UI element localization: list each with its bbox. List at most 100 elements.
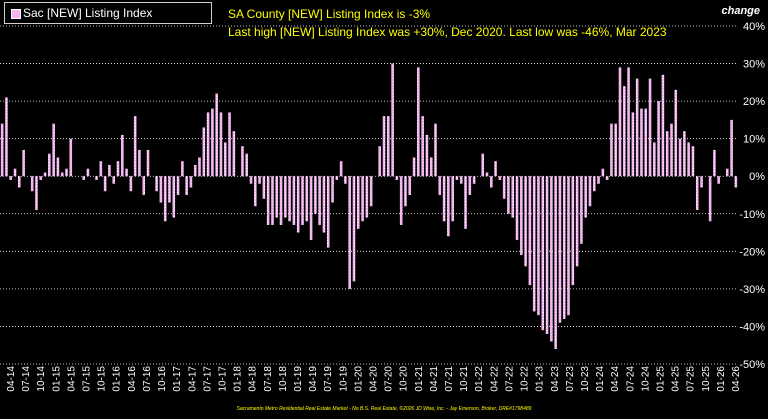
bar	[176, 176, 180, 195]
x-tick-label: 04-22	[489, 366, 500, 392]
x-tick-label: 07-24	[625, 366, 636, 392]
x-tick-label: 10-16	[157, 366, 168, 392]
bar	[314, 176, 317, 214]
x-tick-label: 04-15	[66, 366, 77, 392]
bar	[202, 127, 206, 177]
bar	[601, 168, 605, 177]
bar	[610, 123, 613, 177]
bar	[468, 176, 472, 195]
x-tick-label: 10-22	[520, 366, 531, 392]
bar	[352, 176, 356, 282]
headline-high-low: Last high [NEW] Listing Index was +30%, …	[228, 25, 667, 39]
bar	[249, 176, 253, 184]
bar	[133, 116, 137, 177]
bar	[335, 176, 339, 180]
bar	[412, 157, 416, 177]
bar	[442, 176, 446, 222]
x-tick-label: 10-14	[36, 366, 47, 392]
bar	[644, 108, 648, 177]
bar	[356, 176, 360, 229]
x-tick-label: 01-25	[655, 366, 666, 392]
x-tick-label: 04-19	[308, 366, 319, 392]
x-tick-label: 10-24	[640, 366, 651, 392]
bar	[472, 176, 476, 184]
headline-current: SA County [NEW] Listing Index is -3%	[228, 7, 431, 21]
bar	[490, 176, 493, 188]
y-tick-label: -50%	[739, 359, 765, 371]
bar	[275, 176, 279, 218]
bar	[326, 176, 330, 248]
bar	[13, 168, 17, 177]
bar	[292, 176, 296, 226]
bar	[60, 172, 64, 177]
bar	[348, 176, 351, 289]
bar	[605, 176, 609, 180]
bar	[35, 176, 38, 211]
bar	[262, 176, 266, 199]
bar	[395, 176, 399, 180]
bar	[507, 176, 510, 214]
bar	[266, 176, 270, 226]
bar	[734, 176, 738, 188]
bar	[515, 176, 519, 241]
bar	[451, 176, 454, 222]
bar	[365, 176, 369, 218]
bar	[494, 161, 497, 177]
bar	[631, 112, 635, 177]
x-tick-label: 07-21	[444, 366, 455, 392]
bar	[511, 176, 515, 218]
x-tick-label: 04-14	[6, 366, 17, 392]
bar	[661, 74, 665, 177]
y-axis-tick-labels: 40% 30% 20% 10% 0% -10% -20% -30% -40% -50%	[739, 21, 765, 371]
bar	[447, 176, 450, 237]
bar	[138, 149, 141, 177]
y-tick-label: -20%	[739, 246, 765, 258]
bar	[245, 153, 248, 177]
bar	[172, 176, 176, 218]
bar	[648, 78, 652, 177]
bar	[588, 176, 592, 207]
bar	[146, 149, 150, 177]
bar	[382, 116, 386, 177]
x-tick-label: 07-14	[21, 366, 32, 392]
bar	[288, 176, 291, 222]
bar	[498, 176, 502, 180]
bar	[627, 67, 630, 177]
bar	[404, 176, 407, 207]
bar	[730, 119, 733, 177]
y-axis-unit-label: change	[721, 5, 760, 17]
bar	[618, 67, 622, 177]
bar	[284, 176, 287, 218]
bar	[344, 176, 347, 184]
x-tick-label: 04-25	[671, 366, 682, 392]
bar	[550, 176, 553, 342]
bar	[464, 176, 467, 229]
bar	[369, 176, 373, 207]
bar	[39, 176, 43, 180]
x-tick-label: 04-17	[187, 366, 198, 392]
bar	[301, 176, 304, 226]
bar	[421, 116, 424, 177]
x-tick-label: 10-18	[278, 366, 289, 392]
bar	[485, 172, 489, 177]
bar	[296, 176, 300, 233]
bar	[322, 176, 326, 233]
bar	[168, 176, 171, 203]
bar	[254, 176, 257, 207]
x-tick-label: 01-17	[172, 366, 183, 392]
bar	[425, 134, 429, 177]
bar	[502, 176, 506, 199]
bar	[241, 146, 244, 177]
bar	[48, 153, 51, 177]
x-tick-label: 07-17	[202, 366, 213, 392]
x-tick-label: 07-22	[504, 366, 515, 392]
bar	[189, 176, 193, 188]
x-tick-label: 07-20	[384, 366, 395, 392]
bar	[562, 176, 566, 319]
x-tick-label: 10-20	[399, 366, 410, 392]
x-tick-label: 07-16	[142, 366, 153, 392]
bar	[215, 93, 218, 177]
bar	[228, 112, 231, 177]
bar	[571, 176, 575, 286]
bar	[112, 176, 115, 184]
